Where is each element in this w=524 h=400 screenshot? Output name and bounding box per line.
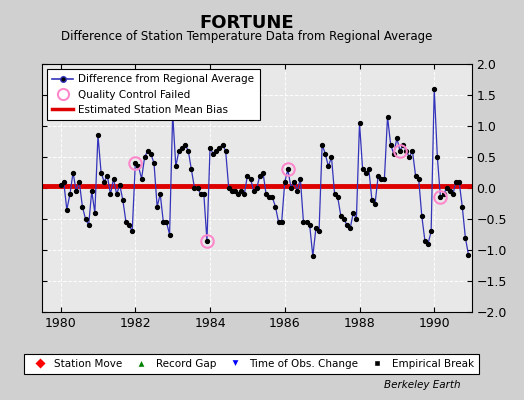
Text: Difference of Station Temperature Data from Regional Average: Difference of Station Temperature Data f… bbox=[61, 30, 432, 43]
Text: FORTUNE: FORTUNE bbox=[199, 14, 293, 32]
Legend: Difference from Regional Average, Quality Control Failed, Estimated Station Mean: Difference from Regional Average, Qualit… bbox=[47, 69, 259, 120]
Text: Berkeley Earth: Berkeley Earth bbox=[385, 380, 461, 390]
Legend: Station Move, Record Gap, Time of Obs. Change, Empirical Break: Station Move, Record Gap, Time of Obs. C… bbox=[24, 354, 479, 374]
